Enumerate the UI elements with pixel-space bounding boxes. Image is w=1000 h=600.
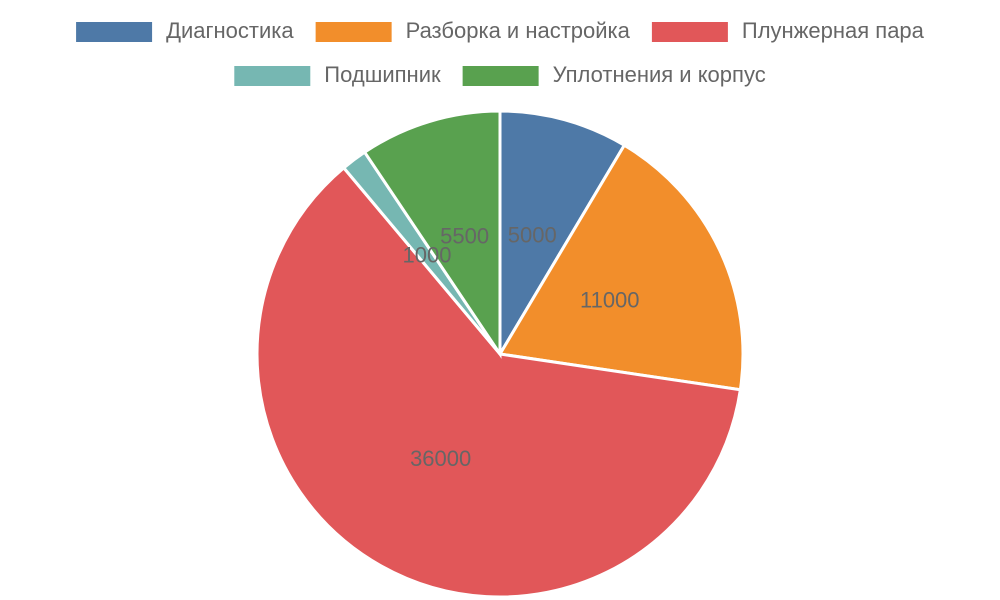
- legend-label: Диагностика: [166, 18, 294, 43]
- legend-label: Уплотнения и корпус: [553, 62, 766, 87]
- data-label: 1000: [403, 243, 452, 268]
- legend-swatch: [651, 22, 728, 42]
- data-label: 5000: [508, 223, 557, 248]
- pie-slice: [255, 165, 743, 599]
- data-label: 5500: [440, 224, 489, 249]
- pie-slice: [362, 109, 502, 359]
- legend-label: Плунжерная пара: [742, 18, 925, 43]
- legend-swatch: [462, 66, 539, 86]
- pie-slice: [498, 109, 627, 360]
- legend-swatch: [76, 22, 153, 42]
- legend-swatch: [315, 22, 392, 42]
- data-label: 36000: [410, 446, 471, 471]
- legend-label: Подшипник: [324, 62, 441, 87]
- legend-label: Разборка и настройка: [406, 18, 631, 43]
- pie-slice: [497, 143, 745, 392]
- legend-swatch: [234, 66, 311, 86]
- data-label: 11000: [580, 288, 640, 313]
